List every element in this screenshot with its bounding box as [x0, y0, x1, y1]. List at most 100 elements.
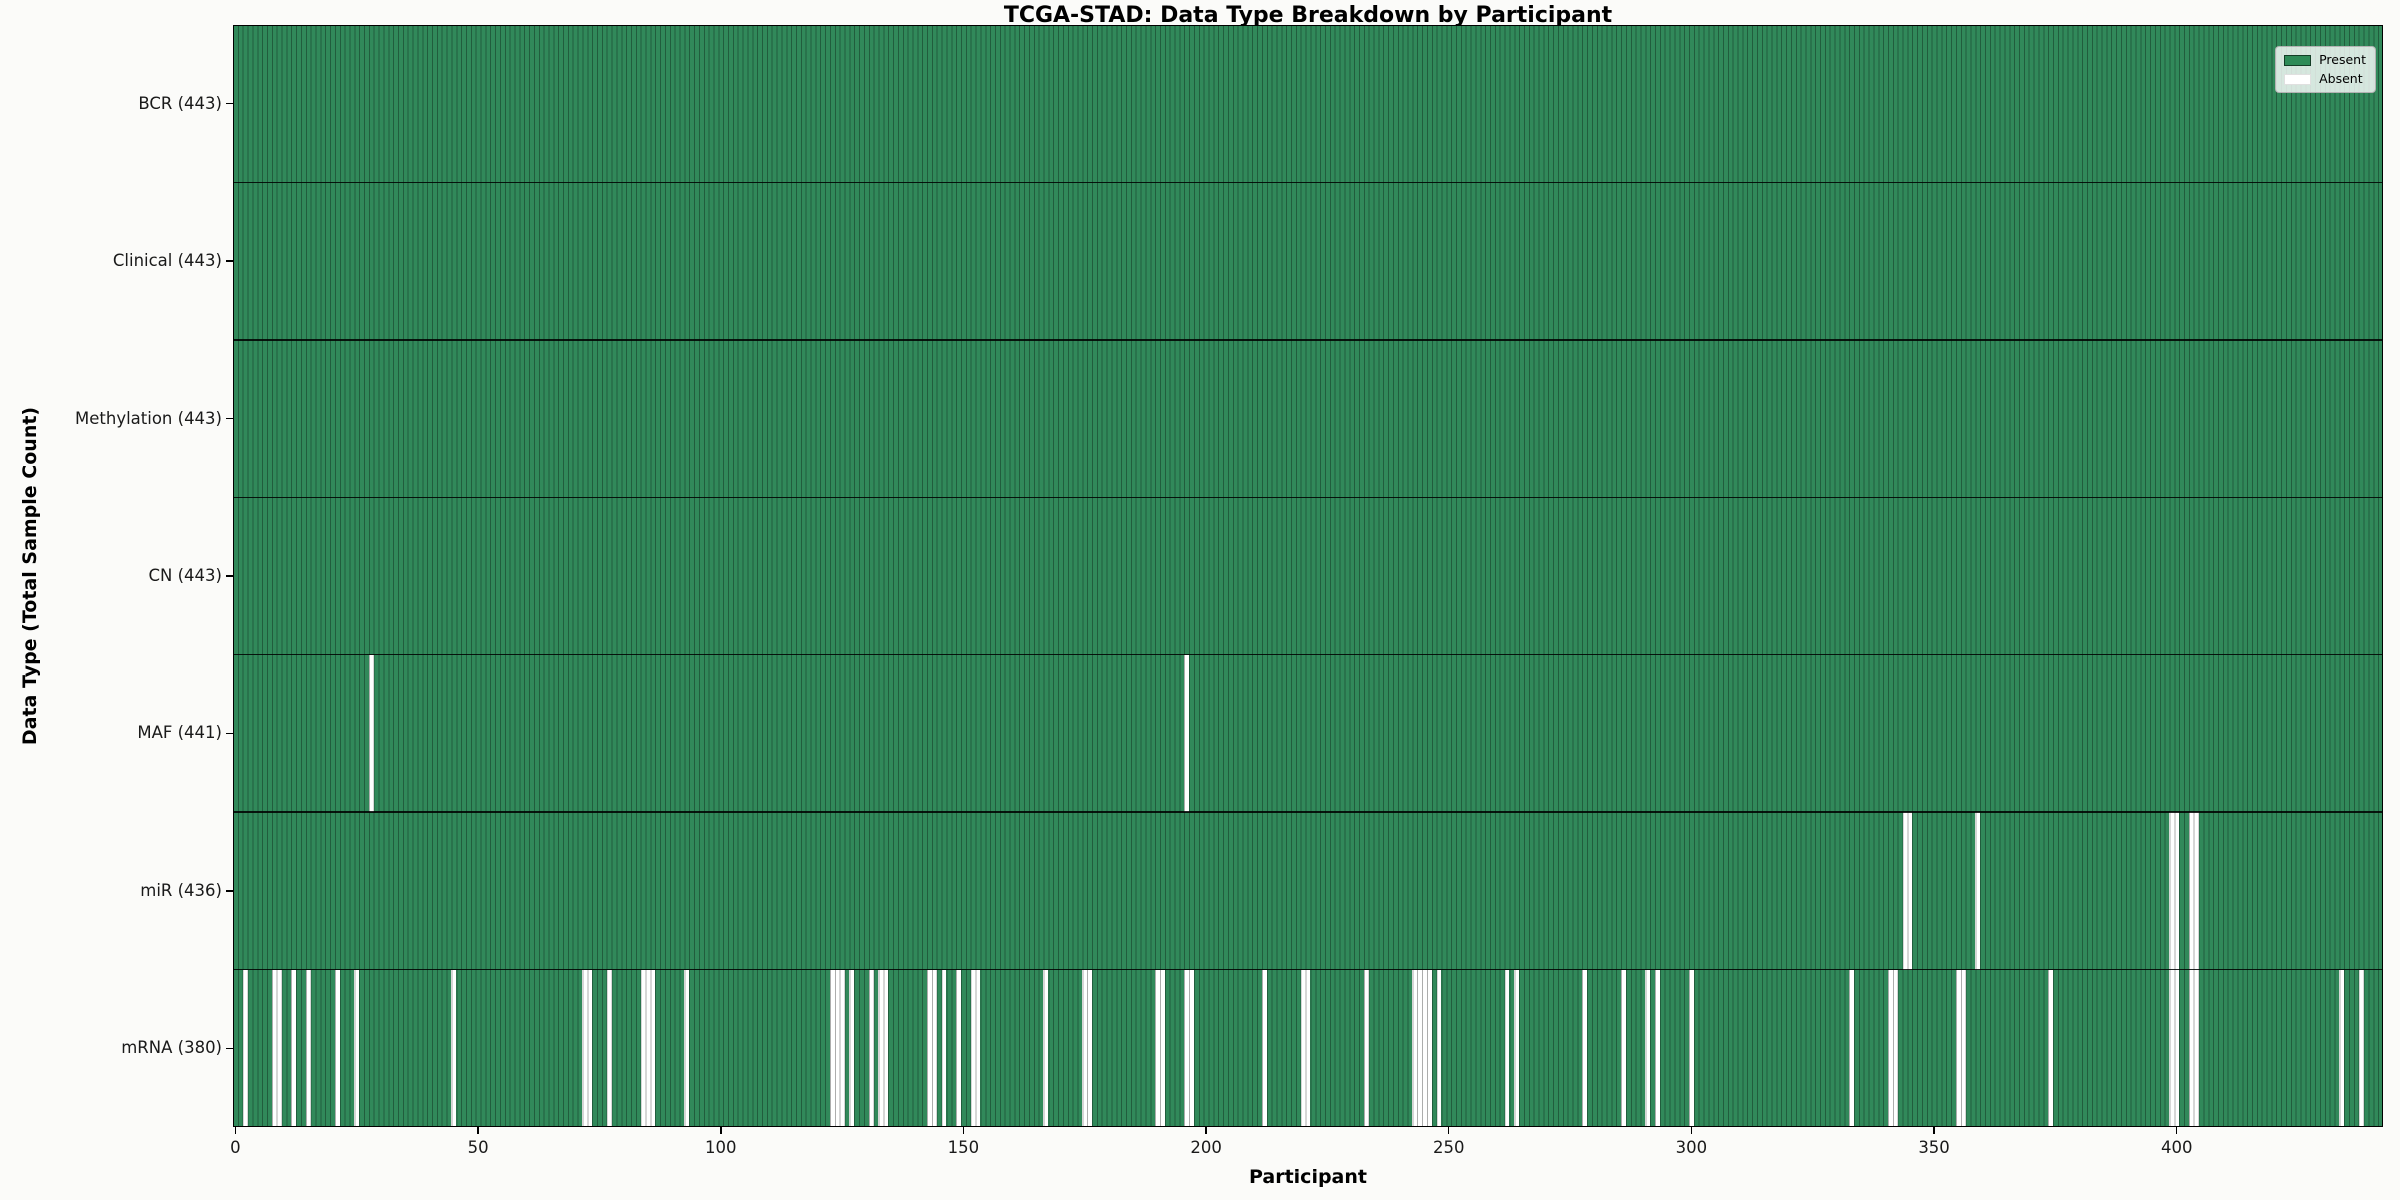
absent-bar-mRNA-248 [1436, 969, 1442, 1127]
ytick-label-Methylation: Methylation (443) [75, 408, 222, 428]
absent-bar-mRNA-233 [1363, 969, 1369, 1127]
absent-bar-mRNA-196 [1184, 969, 1190, 1127]
ytick-mark [226, 890, 233, 892]
xtick-mark [1933, 1127, 1935, 1134]
absent-bar-mRNA-197 [1189, 969, 1194, 1127]
absent-bar-mRNA-244 [1417, 969, 1423, 1127]
absent-bar-mRNA-8 [271, 969, 277, 1127]
absent-bar-miR-345 [1907, 812, 1913, 970]
absent-bar-mRNA-25 [354, 969, 360, 1127]
ytick-label-Clinical: Clinical (443) [112, 251, 222, 271]
absent-bar-mRNA-246 [1426, 969, 1432, 1127]
absent-bar-mRNA-220 [1300, 969, 1306, 1127]
absent-bar-mRNA-153 [975, 969, 981, 1127]
chart-title: TCGA-STAD: Data Type Breakdown by Partic… [1003, 3, 1613, 28]
plot-area: Present Absent [233, 25, 2383, 1127]
absent-bar-MAF-28 [368, 654, 374, 813]
xtick-label-50: 50 [467, 1138, 489, 1157]
absent-bar-miR-400 [2174, 812, 2180, 970]
xtick-label-300: 300 [1675, 1138, 1708, 1157]
absent-bar-mRNA-291 [1645, 969, 1651, 1127]
absent-bar-mRNA-144 [931, 969, 937, 1127]
absent-bar-mRNA-400 [2174, 969, 2180, 1127]
absent-bar-mRNA-84 [640, 969, 646, 1127]
ytick-mark [226, 732, 233, 735]
absent-bar-mRNA-125 [839, 969, 845, 1127]
xtick-mark [234, 1127, 237, 1134]
absent-bar-mRNA-404 [2193, 969, 2199, 1127]
absent-bar-miR-359 [1975, 812, 1981, 970]
absent-bar-mRNA-342 [1892, 969, 1898, 1127]
absent-bar-mRNA-293 [1655, 969, 1660, 1127]
ytick-label-miR: miR (436) [140, 880, 222, 900]
row-separator [233, 181, 2383, 184]
absent-bar-mRNA-152 [970, 969, 976, 1127]
absent-bar-mRNA-2 [242, 969, 248, 1127]
row-separator [233, 496, 2383, 499]
absent-bar-mRNA-355 [1955, 969, 1961, 1127]
ytick-label-CN: CN (443) [148, 566, 222, 585]
absent-bar-mRNA-167 [1043, 969, 1049, 1127]
absent-bar-MAF-196 [1184, 654, 1190, 813]
absent-bar-miR-344 [1902, 812, 1908, 970]
absent-bar-mRNA-86 [650, 969, 656, 1127]
xtick-mark [2175, 1127, 2178, 1134]
ytick-label-mRNA: mRNA (380) [121, 1038, 222, 1058]
xtick-mark [1690, 1127, 1693, 1134]
legend-entry-present: Present [2284, 52, 2366, 67]
xtick-mark [477, 1127, 479, 1134]
bar-edge-stripes [233, 25, 2383, 1127]
absent-bar-mRNA-134 [883, 969, 889, 1127]
absent-bar-mRNA-9 [276, 969, 282, 1127]
x-axis-title: Participant [1248, 1166, 1367, 1188]
absent-bar-mRNA-12 [291, 969, 297, 1127]
legend-entry-absent: Absent [2284, 71, 2366, 86]
absent-bar-mRNA-190 [1155, 969, 1160, 1127]
plot-frame [233, 25, 2383, 1127]
ytick-mark [226, 417, 233, 420]
absent-bar-mRNA-149 [956, 969, 961, 1127]
ytick-label-MAF: MAF (441) [137, 723, 222, 743]
absent-bar-mRNA-123 [829, 969, 835, 1127]
row-separator [233, 968, 2383, 971]
legend-label-present: Present [2319, 52, 2366, 67]
legend-label-absent: Absent [2319, 71, 2363, 86]
absent-bar-mRNA-15 [305, 969, 311, 1127]
absent-bar-mRNA-146 [941, 969, 947, 1127]
absent-bar-mRNA-278 [1582, 969, 1588, 1127]
absent-bar-mRNA-124 [834, 969, 840, 1127]
ytick-mark [226, 260, 233, 262]
absent-bar-miR-399 [2169, 812, 2175, 970]
legend: Present Absent [2275, 46, 2376, 93]
absent-bar-mRNA-221 [1305, 969, 1311, 1127]
absent-bar-mRNA-245 [1422, 969, 1427, 1127]
xtick-label-400: 400 [2160, 1138, 2193, 1157]
xtick-mark [720, 1127, 722, 1134]
absent-bar-mRNA-131 [868, 969, 874, 1127]
absent-bar-mRNA-262 [1504, 969, 1510, 1127]
absent-bar-mRNA-127 [849, 969, 855, 1127]
absent-bar-mRNA-133 [878, 969, 884, 1127]
row-separator [233, 811, 2383, 813]
absent-bar-mRNA-264 [1514, 969, 1520, 1127]
ytick-mark [226, 1047, 233, 1050]
ytick-mark [226, 575, 233, 577]
absent-bar-mRNA-21 [334, 969, 340, 1127]
absent-bar-mRNA-438 [2358, 969, 2364, 1127]
absent-bar-mRNA-73 [587, 969, 593, 1127]
absent-bar-mRNA-176 [1087, 969, 1093, 1127]
xtick-mark [962, 1127, 965, 1134]
ytick-mark [226, 102, 233, 105]
xtick-mark [1205, 1127, 1207, 1134]
absent-bar-mRNA-93 [684, 969, 690, 1127]
absent-bar-miR-403 [2188, 812, 2194, 970]
absent-bar-mRNA-191 [1159, 969, 1165, 1127]
absent-bar-mRNA-243 [1412, 969, 1418, 1127]
absent-bar-miR-404 [2193, 812, 2199, 970]
xtick-mark [1447, 1127, 1450, 1134]
xtick-label-200: 200 [1190, 1138, 1222, 1157]
present-swatch [2284, 54, 2312, 66]
absent-bar-mRNA-356 [1960, 969, 1966, 1127]
ytick-label-BCR: BCR (443) [138, 93, 222, 113]
xtick-label-250: 250 [1432, 1138, 1465, 1157]
